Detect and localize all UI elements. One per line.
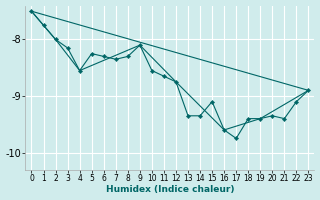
X-axis label: Humidex (Indice chaleur): Humidex (Indice chaleur): [106, 185, 234, 194]
